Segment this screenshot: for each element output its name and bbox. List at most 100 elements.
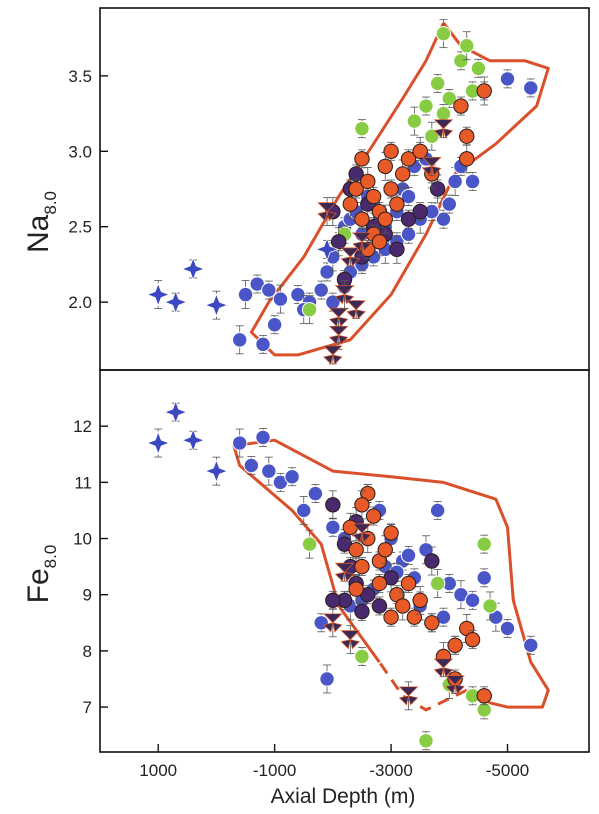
top-data-points	[146, 19, 539, 365]
bottom-y-tick-label: 12	[73, 417, 92, 436]
bottom-point	[296, 502, 312, 519]
top-point	[470, 60, 487, 77]
bottom-point	[412, 592, 428, 609]
top-bowtie-point	[433, 119, 454, 139]
bottom-y-tick-label: 10	[73, 530, 92, 549]
bottom-point	[418, 733, 434, 749]
top-point	[424, 128, 440, 144]
bottom-point	[406, 609, 423, 625]
top-star-point	[163, 289, 188, 315]
top-point	[272, 291, 289, 307]
top-point	[330, 234, 347, 250]
top-point	[447, 173, 463, 190]
bottom-point	[348, 581, 364, 597]
top-point	[441, 196, 457, 212]
bottom-point	[482, 598, 498, 614]
top-point	[429, 181, 446, 197]
top-point	[476, 83, 492, 99]
bottom-point	[313, 615, 329, 631]
top-point	[459, 128, 475, 144]
bottom-point	[354, 497, 370, 513]
bottom-bowtie-point	[433, 658, 454, 678]
top-point	[237, 286, 254, 303]
bottom-point	[464, 592, 481, 609]
top-point	[290, 286, 306, 303]
top-point	[261, 282, 277, 298]
bottom-point	[400, 547, 417, 564]
bottom-bowtie-point	[323, 613, 343, 633]
bottom-point	[301, 536, 318, 552]
top-point	[319, 264, 335, 280]
top-star-point	[204, 293, 229, 318]
top-point	[429, 75, 446, 92]
x-tick-label: -5000	[486, 761, 529, 780]
top-point	[348, 181, 364, 197]
bottom-envelope-dashed	[378, 661, 468, 712]
top-point	[453, 53, 469, 69]
bottom-point	[284, 469, 300, 485]
top-point	[301, 301, 318, 318]
top-point	[412, 143, 428, 159]
bottom-bowtie-point	[445, 675, 465, 695]
bottom-x-ticks: 1000 -1000 -3000 -5000	[139, 744, 529, 780]
top-point	[232, 332, 248, 348]
top-point	[523, 80, 539, 96]
bottom-point	[325, 497, 341, 513]
top-point	[354, 151, 370, 167]
bottom-point	[377, 542, 393, 558]
top-point	[389, 196, 405, 212]
top-point	[400, 151, 417, 167]
bottom-point	[261, 463, 277, 479]
top-y-axis-label-main: Na	[22, 214, 55, 253]
top-star-point	[181, 256, 206, 282]
top-point	[313, 282, 329, 298]
top-point	[365, 188, 382, 205]
bottom-y-tick-label: 9	[83, 586, 92, 605]
bottom-point	[383, 525, 399, 541]
bottom-star-point	[163, 399, 188, 425]
top-point	[371, 234, 388, 250]
top-y-tick-label: 3.5	[68, 67, 92, 86]
bottom-bowtie-point	[398, 686, 419, 706]
top-bowtie-point	[328, 307, 349, 327]
bottom-y-tick-label: 7	[83, 698, 92, 717]
panel-na8: 2.0 2.5 3.0 3.5 Na8.0	[22, 7, 590, 371]
bottom-envelope-solid	[232, 438, 550, 709]
bottom-star-point	[146, 430, 171, 456]
x-axis-title: Axial Depth (m)	[271, 785, 416, 808]
top-bowtie-point	[352, 232, 372, 252]
bottom-point	[325, 519, 341, 535]
bottom-point	[342, 519, 359, 535]
bottom-point	[400, 575, 417, 592]
bottom-point	[232, 435, 248, 451]
bottom-point	[447, 637, 463, 653]
bottom-point	[476, 688, 492, 704]
top-point	[383, 181, 399, 197]
bottom-plot-frame	[99, 369, 590, 753]
top-bowtie-point	[346, 300, 366, 320]
bottom-y-axis-label-main: Fe	[22, 568, 55, 603]
bottom-point	[476, 536, 492, 552]
bottom-point	[354, 558, 370, 575]
top-y-ticks: 2.0 2.5 3.0 3.5	[68, 67, 108, 312]
top-point	[342, 196, 359, 212]
top-bowtie-point	[340, 247, 361, 267]
top-point	[360, 173, 376, 190]
bottom-data-points	[146, 399, 539, 751]
bottom-bowtie-point	[352, 523, 372, 543]
top-point	[435, 211, 452, 227]
bottom-point	[395, 598, 411, 614]
bottom-point	[429, 502, 446, 519]
bottom-point	[325, 592, 341, 609]
top-point	[435, 105, 452, 122]
top-point	[499, 71, 516, 87]
top-point	[400, 211, 417, 227]
bottom-point	[371, 575, 388, 592]
bottom-point	[307, 485, 324, 502]
bottom-y-tick-label: 11	[74, 473, 92, 492]
bottom-point	[365, 508, 382, 524]
top-star-point	[314, 237, 340, 262]
x-tick-label: -3000	[369, 761, 412, 780]
top-y-tick-label: 2.5	[68, 218, 92, 237]
